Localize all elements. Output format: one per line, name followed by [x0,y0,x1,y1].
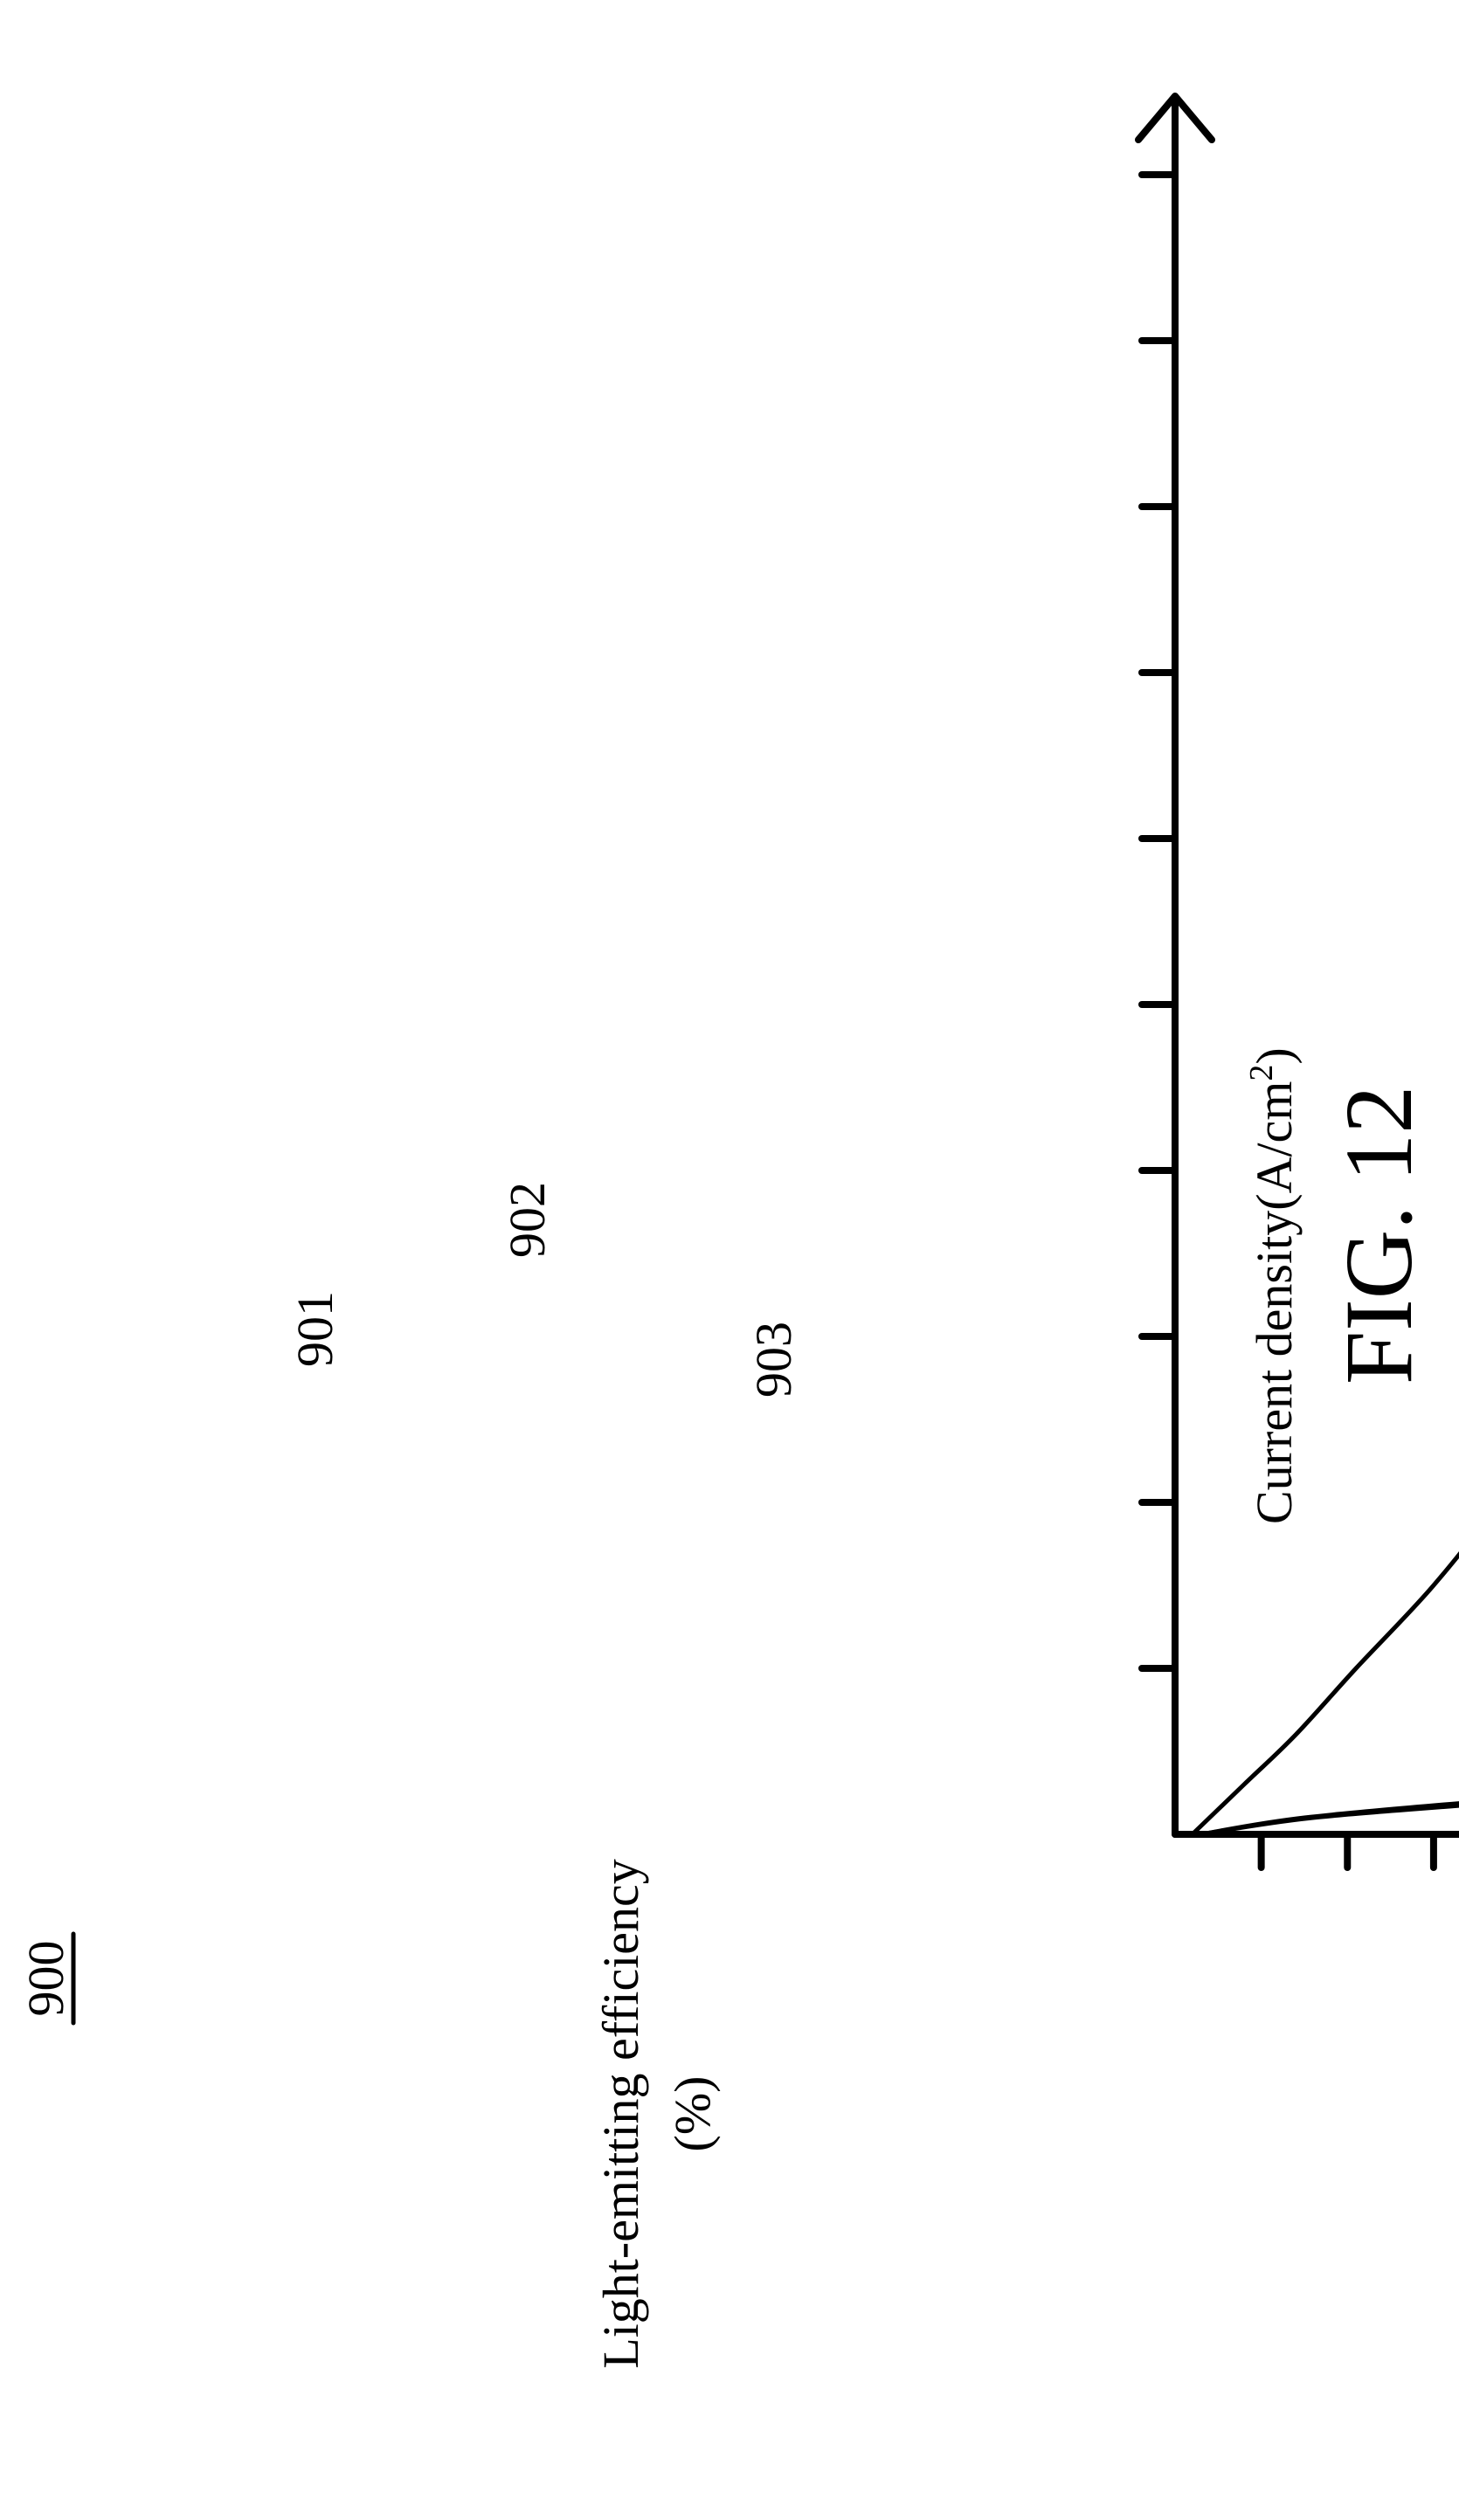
x-axis-label-suffix: ) [1246,1047,1303,1064]
series-line-903 [1190,172,1459,1837]
figure-reference-number: 900 [17,1941,74,2017]
x-axis-label-main: Current density(A/cm [1246,1081,1303,1524]
y-axis-unit: (%) [664,2076,721,2152]
series-label-903: 903 [745,1322,802,1398]
series-label-901: 901 [287,1291,343,1367]
x-axis-ticks [1138,171,1179,1672]
y-axis-ticks [1257,1831,1437,1871]
x-axis-label: Current density(A/cm2) [1243,1047,1303,1524]
x-axis-label-superscript: 2 [1243,1065,1280,1081]
figure-caption: FIG. 12 [1325,1086,1432,1384]
series-label-902: 902 [499,1182,556,1258]
series-line-902 [1199,172,1459,1837]
x-axis-arrowhead [1135,93,1215,143]
plot-area [1135,93,1459,1871]
data-series [1190,172,1459,1837]
y-axis-label: Light-emitting efficiency [592,1859,649,2369]
series-line-901 [1199,172,1459,1837]
